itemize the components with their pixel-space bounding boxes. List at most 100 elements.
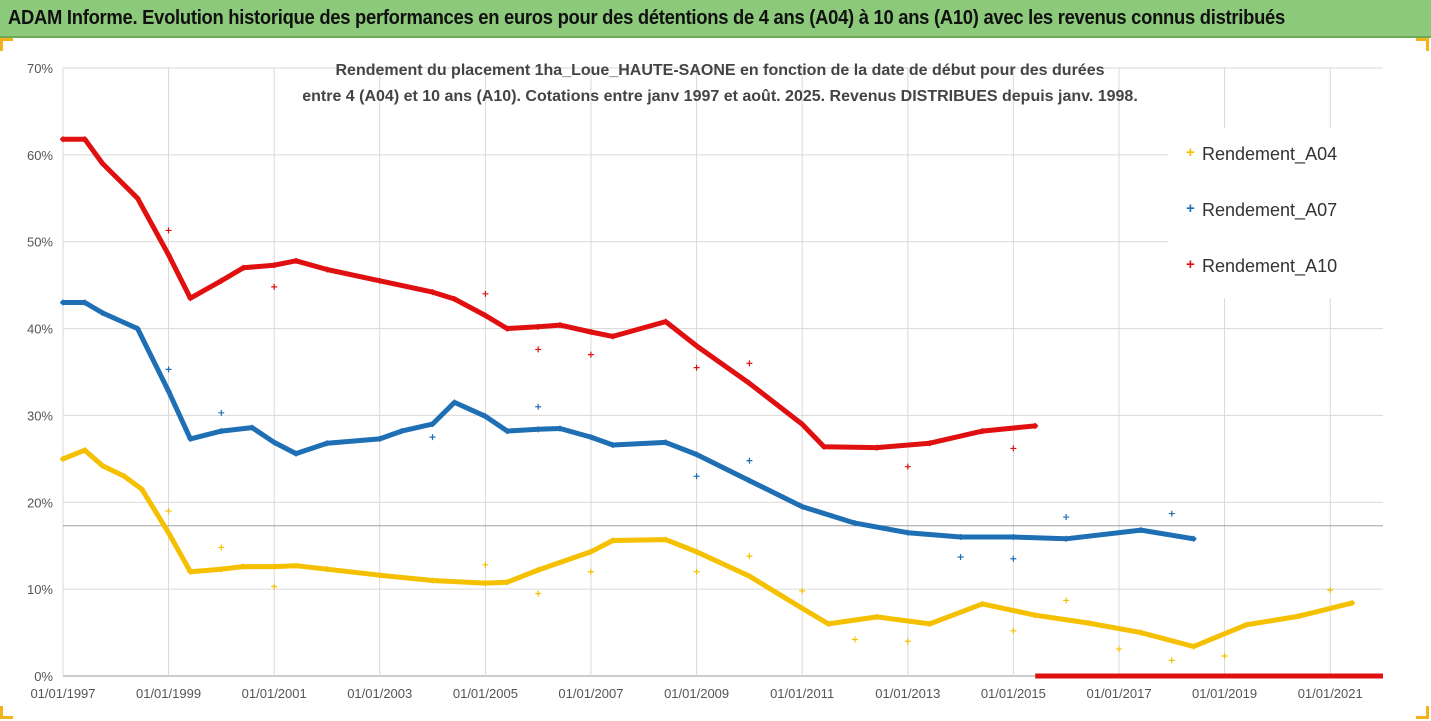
outlier-point xyxy=(165,507,172,514)
series-line-Rendement_A10 xyxy=(60,136,1038,451)
data-point xyxy=(271,439,278,446)
outlier-point xyxy=(904,638,911,645)
data-point xyxy=(323,566,330,573)
data-point xyxy=(557,425,564,432)
legend-marker-icon: + xyxy=(1186,144,1195,161)
outlier-point xyxy=(165,366,172,373)
outlier-point xyxy=(535,346,542,353)
report-title: ADAM Informe. Evolution historique des p… xyxy=(8,7,1285,29)
data-point xyxy=(138,486,145,493)
data-point xyxy=(799,503,806,510)
data-point xyxy=(693,451,700,458)
outlier-point xyxy=(1063,514,1070,521)
data-point xyxy=(81,299,88,306)
outlier-point xyxy=(746,360,753,367)
data-point xyxy=(482,312,489,319)
outlier-point xyxy=(851,636,858,643)
series-line-Rendement_A07 xyxy=(60,300,1197,542)
data-point xyxy=(429,421,436,428)
legend-item-a10: + Rendement_A10 xyxy=(1186,256,1338,277)
data-point xyxy=(1349,600,1356,607)
data-point xyxy=(60,136,66,143)
outlier-point xyxy=(1010,627,1017,634)
outlier-point xyxy=(482,561,489,568)
data-point xyxy=(1010,534,1017,541)
outlier-point xyxy=(693,364,700,371)
data-point xyxy=(165,251,172,258)
data-point xyxy=(693,342,700,349)
data-point xyxy=(504,428,511,435)
data-point xyxy=(926,620,933,627)
data-point xyxy=(1032,612,1039,619)
data-point xyxy=(323,440,330,447)
data-point xyxy=(249,424,256,431)
data-point xyxy=(820,443,827,450)
data-point xyxy=(587,434,594,441)
data-point xyxy=(293,257,300,264)
data-point xyxy=(99,309,106,316)
data-point xyxy=(979,428,986,435)
outlier-point xyxy=(1327,587,1334,594)
data-point xyxy=(746,380,753,387)
outlier-point xyxy=(1063,597,1070,604)
data-point xyxy=(482,413,489,420)
data-point xyxy=(746,573,753,580)
data-point xyxy=(535,323,542,330)
legend-label: Rendement_A10 xyxy=(1202,256,1338,276)
outlier-point xyxy=(1116,646,1123,653)
outlier-point xyxy=(218,544,225,551)
outlier-point xyxy=(1168,510,1175,517)
data-point xyxy=(81,447,88,454)
outlier-point xyxy=(587,568,594,575)
data-point xyxy=(825,620,832,627)
data-point xyxy=(60,299,66,306)
x-tick-label: 01/01/2009 xyxy=(664,686,729,701)
data-point xyxy=(873,444,880,451)
data-point xyxy=(99,160,106,167)
data-point xyxy=(323,266,330,273)
outlier-point xyxy=(429,434,436,441)
performance-chart: 0% 10% 20% 30% 40% 50% 60% 70% 01/01/1997 01/01/1… xyxy=(27,61,1383,701)
legend-marker-icon: + xyxy=(1186,200,1195,217)
data-point xyxy=(482,580,489,587)
data-point xyxy=(1296,613,1303,620)
data-point xyxy=(451,296,458,303)
data-point xyxy=(557,322,564,329)
x-tick-label: 01/01/2013 xyxy=(875,686,940,701)
x-tick-label: 01/01/1997 xyxy=(30,686,95,701)
data-point xyxy=(187,568,194,575)
outlier-point xyxy=(1221,653,1228,660)
y-tick-label: 50% xyxy=(27,235,53,250)
legend-item-a04: + Rendement_A04 xyxy=(1186,144,1338,165)
y-tick-label: 20% xyxy=(27,495,53,510)
data-point xyxy=(121,473,128,480)
frame-corner xyxy=(1416,38,1429,51)
outlier-point xyxy=(535,403,542,410)
data-point xyxy=(165,529,172,536)
x-tick-label: 01/01/2005 xyxy=(453,686,518,701)
data-point xyxy=(587,548,594,555)
outlier-point xyxy=(693,473,700,480)
legend-item-a07: + Rendement_A07 xyxy=(1186,200,1337,221)
data-point xyxy=(662,439,669,446)
data-point xyxy=(609,441,616,448)
frame-corner xyxy=(0,706,13,719)
y-tick-label: 60% xyxy=(27,148,53,163)
frame-corner xyxy=(0,38,13,51)
outlier-point xyxy=(904,463,911,470)
y-tick-label: 0% xyxy=(34,669,53,684)
data-point xyxy=(376,572,383,579)
x-tick-label: 01/01/2011 xyxy=(770,686,834,701)
outlier-point xyxy=(1010,445,1017,452)
data-point xyxy=(165,388,172,395)
data-point xyxy=(398,428,405,435)
legend-label: Rendement_A04 xyxy=(1202,144,1338,164)
data-point xyxy=(240,264,247,271)
outlier-point xyxy=(165,227,172,234)
legend-marker-icon: + xyxy=(1186,256,1195,273)
data-point xyxy=(904,529,911,536)
data-point xyxy=(746,477,753,484)
data-point xyxy=(240,563,247,570)
data-point xyxy=(187,295,194,302)
outlier-point xyxy=(957,554,964,561)
